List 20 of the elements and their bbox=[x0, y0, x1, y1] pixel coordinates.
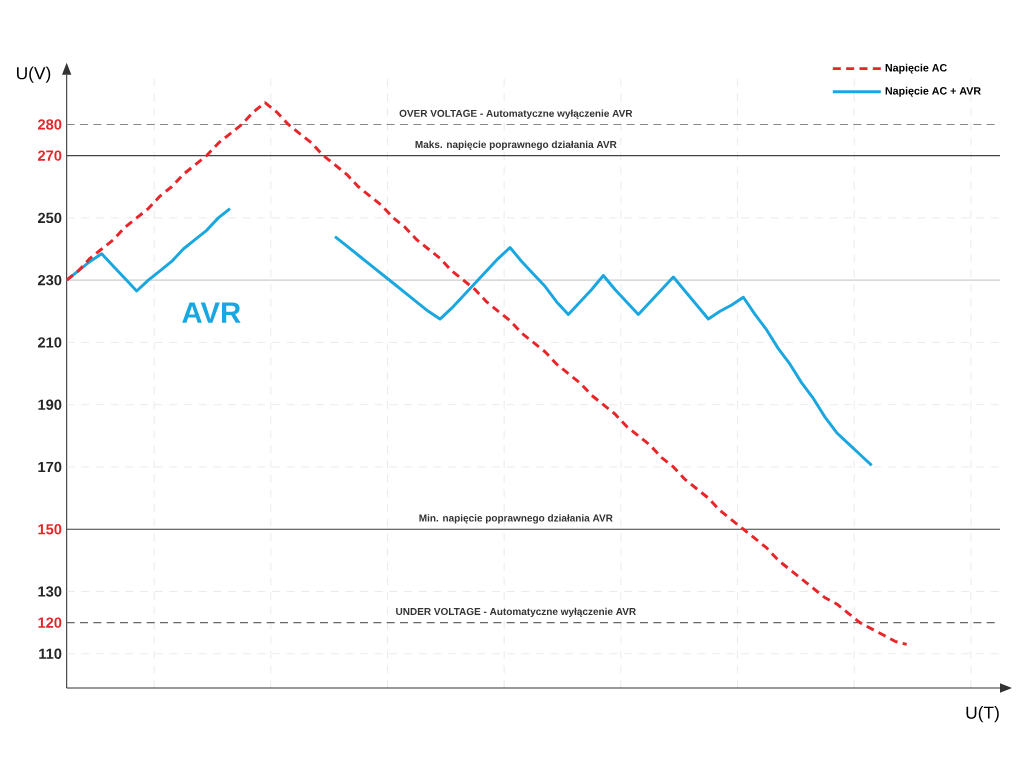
ref-line-label: OVER VOLTAGE - Automatyczne wyłączenie AVR bbox=[399, 109, 633, 119]
y-tick-label: 120 bbox=[38, 617, 62, 628]
ref-line-label: Maks. napięcie poprawnego działania AVR bbox=[415, 140, 617, 150]
y-tick-label: 210 bbox=[37, 337, 62, 348]
y-tick-label: 280 bbox=[37, 119, 62, 130]
y-tick-label: 250 bbox=[37, 212, 62, 224]
annotation: AVR bbox=[182, 302, 241, 323]
y-tick-label: 230 bbox=[37, 274, 62, 286]
ref-line-label: UNDER VOLTAGE - Automatyczne wyłączenie AVR bbox=[396, 607, 636, 618]
y-tick-label: 190 bbox=[38, 399, 62, 410]
legend-label: Napięcie AC + AVR bbox=[885, 86, 981, 97]
x-axis-title: U(T) bbox=[966, 706, 999, 723]
y-tick-label: 150 bbox=[38, 524, 62, 535]
y-axis-title: U(V) bbox=[17, 66, 51, 83]
y-tick-label: 130 bbox=[38, 586, 62, 597]
legend-label: Napięcie AC bbox=[885, 63, 947, 74]
y-tick-label: 170 bbox=[38, 461, 62, 473]
y-tick-label: 270 bbox=[37, 150, 62, 161]
y-tick-label: 110 bbox=[39, 648, 62, 659]
ref-line-label: Min. napięcie poprawnego działania AVR bbox=[419, 514, 613, 524]
